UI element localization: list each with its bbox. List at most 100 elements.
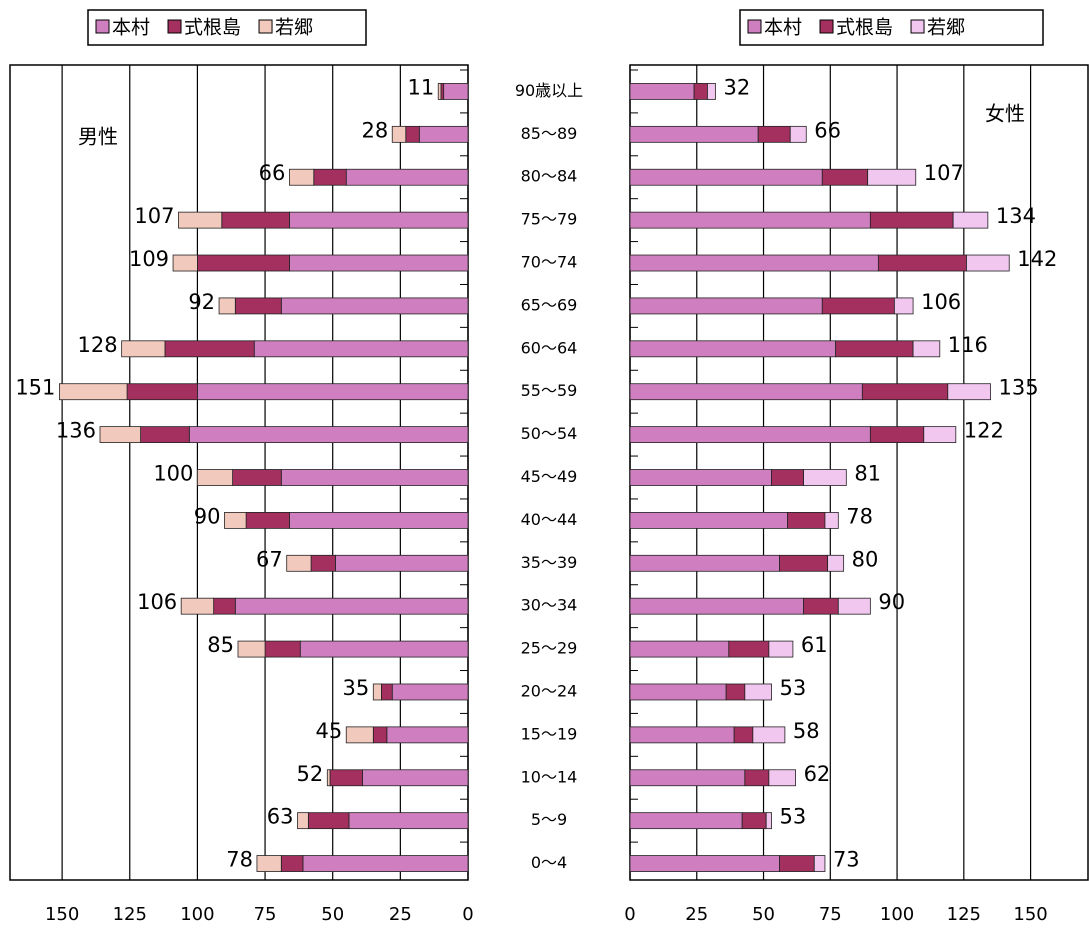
legend-label: 本村 xyxy=(764,17,802,39)
bar-segment xyxy=(966,254,1010,272)
bar-segment xyxy=(765,812,772,830)
bar-segment xyxy=(821,168,869,186)
bar-segment xyxy=(629,469,772,486)
bar-segment xyxy=(221,211,290,229)
category-label: 60～64 xyxy=(521,338,578,357)
bar-segment xyxy=(629,554,780,572)
bar-segment xyxy=(326,769,331,787)
bar-segment xyxy=(345,168,469,186)
bar-segment xyxy=(869,211,954,229)
bar-segment xyxy=(803,469,847,486)
bar-segment xyxy=(861,383,949,401)
category-label: 25～29 xyxy=(521,639,578,658)
legend-swatch xyxy=(747,19,762,34)
category-label: 0～4 xyxy=(531,853,567,872)
category-label: 65～69 xyxy=(521,295,578,314)
bar-segment xyxy=(779,855,815,872)
bar-segment xyxy=(121,340,166,358)
bar-segment xyxy=(629,83,695,100)
total-label: 11 xyxy=(408,75,435,99)
bar-segment xyxy=(629,683,727,701)
total-label: 116 xyxy=(948,333,988,357)
bar-segment xyxy=(629,769,746,787)
bar-segment xyxy=(289,168,315,186)
total-label: 73 xyxy=(833,848,860,872)
category-label: 85～89 xyxy=(521,124,578,143)
bar-segment xyxy=(629,254,879,272)
x-tick-label: 0 xyxy=(624,904,635,925)
bar-segment xyxy=(297,812,309,830)
bar-segment xyxy=(728,640,770,658)
bar-segment xyxy=(789,125,807,143)
bar-segment xyxy=(629,855,780,872)
category-label: 15～19 xyxy=(521,724,578,743)
bar-segment xyxy=(803,597,839,615)
x-tick-label: 50 xyxy=(321,904,344,925)
bar-segment xyxy=(629,340,837,358)
bar-segment xyxy=(418,125,469,143)
bar-segment xyxy=(197,254,290,272)
bar-segment xyxy=(286,554,312,572)
total-label: 66 xyxy=(259,161,286,185)
total-label: 53 xyxy=(780,805,807,829)
legend-swatch xyxy=(258,19,273,34)
total-label: 45 xyxy=(316,719,343,743)
total-label: 100 xyxy=(153,462,193,486)
bar-segment xyxy=(437,83,442,100)
x-tick-label: 150 xyxy=(1013,904,1047,925)
category-label: 90歳以上 xyxy=(515,81,583,100)
bar-segment xyxy=(912,340,941,358)
bar-segment xyxy=(197,383,469,401)
total-label: 90 xyxy=(878,590,905,614)
bar-segment xyxy=(289,211,469,229)
bar-segment xyxy=(779,554,829,572)
bar-segment xyxy=(280,297,469,315)
bar-segment xyxy=(391,683,469,701)
legend-label: 本村 xyxy=(112,17,150,39)
x-tick-label: 50 xyxy=(752,904,775,925)
bar-segment xyxy=(629,597,804,615)
legend-box xyxy=(739,9,1044,46)
bar-segment xyxy=(757,125,791,143)
total-label: 107 xyxy=(924,161,964,185)
bar-segment xyxy=(313,168,347,186)
category-label: 5～9 xyxy=(531,810,567,829)
bar-segment xyxy=(629,125,759,143)
bar-segment xyxy=(629,511,788,529)
bar-segment xyxy=(752,726,786,744)
bar-segment xyxy=(824,511,839,529)
bar-segment xyxy=(299,640,469,658)
bar-segment xyxy=(372,726,388,744)
bar-segment xyxy=(348,812,469,830)
x-tick-label: 0 xyxy=(462,904,473,925)
total-label: 107 xyxy=(134,204,174,228)
total-label: 62 xyxy=(804,762,831,786)
legend-swatch xyxy=(167,19,182,34)
x-tick-label: 100 xyxy=(880,904,914,925)
bar-segment xyxy=(59,383,128,401)
bar-segment xyxy=(329,769,363,787)
bar-segment xyxy=(234,597,469,615)
category-label: 30～34 xyxy=(521,596,578,615)
bar-segment xyxy=(827,554,845,572)
legend-label: 式根島 xyxy=(836,17,893,39)
bar-segment xyxy=(835,340,914,358)
bar-segment xyxy=(245,511,290,529)
bar-segment xyxy=(180,597,215,615)
bar-segment xyxy=(771,469,804,486)
bar-segment xyxy=(877,254,967,272)
bar-segment xyxy=(302,855,469,872)
bar-segment xyxy=(405,125,420,143)
female-annotation: 女性 xyxy=(985,102,1025,126)
bar-segment xyxy=(126,383,198,401)
bar-segment xyxy=(733,726,754,744)
bar-segment xyxy=(289,511,469,529)
bar-segment xyxy=(280,469,469,486)
bar-segment xyxy=(164,340,255,358)
bar-segment xyxy=(867,168,917,186)
x-tick-label: 25 xyxy=(685,904,708,925)
bar-segment xyxy=(391,125,407,143)
total-label: 66 xyxy=(814,118,841,142)
legend-swatch xyxy=(910,19,925,34)
bar-segment xyxy=(264,640,301,658)
